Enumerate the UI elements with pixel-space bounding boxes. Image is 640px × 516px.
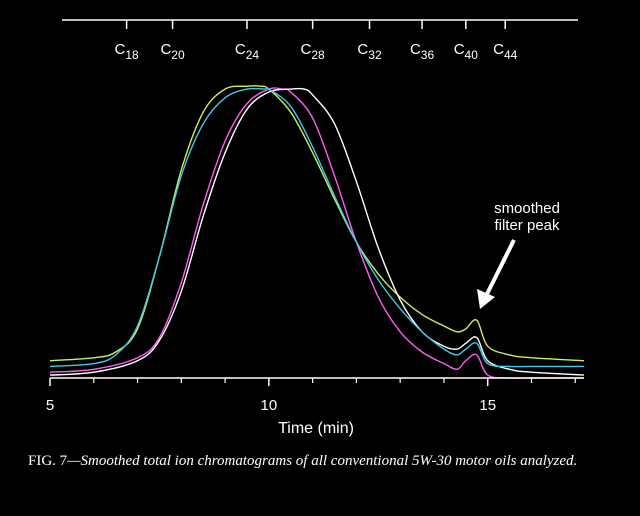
filter-peak-annotation: smoothed filter peak xyxy=(477,200,560,309)
carbon-marker-label: C32 xyxy=(357,41,382,62)
caption-label: FIG. 7 xyxy=(28,453,68,469)
figure-caption: FIG. 7—Smoothed total ion chromatograms … xyxy=(28,452,618,471)
carbon-marker-label: C36 xyxy=(410,41,435,62)
series-line-2 xyxy=(49,87,584,379)
annotation-line-1: smoothed xyxy=(494,200,560,217)
x-axis-title: Time (min) xyxy=(278,420,354,437)
annotation-line-2: filter peak xyxy=(494,217,560,234)
x-axis-ticks: 5 10 15 xyxy=(46,378,576,414)
x-tick-label: 5 xyxy=(46,397,54,414)
carbon-marker-label: C18 xyxy=(114,41,139,62)
carbon-marker-label: C28 xyxy=(301,41,326,62)
carbon-marker-label: C24 xyxy=(235,41,260,62)
x-tick-label: 15 xyxy=(479,397,496,414)
series-line-3 xyxy=(49,87,585,376)
carbon-marker-label: C44 xyxy=(493,41,518,62)
annotation-arrow-shaft xyxy=(484,239,516,297)
carbon-number-markers: C18 C20 C24 C28 C32 C36 C40 C44 xyxy=(114,20,518,62)
x-tick-label: 10 xyxy=(261,397,278,414)
series-layer xyxy=(49,85,585,379)
caption-text: —Smoothed total ion chromatograms of all… xyxy=(67,453,578,469)
annotation-arrow-head xyxy=(477,289,495,309)
carbon-marker-label: C40 xyxy=(454,41,479,62)
carbon-marker-label: C20 xyxy=(160,41,185,62)
series-line-4 xyxy=(49,87,584,368)
